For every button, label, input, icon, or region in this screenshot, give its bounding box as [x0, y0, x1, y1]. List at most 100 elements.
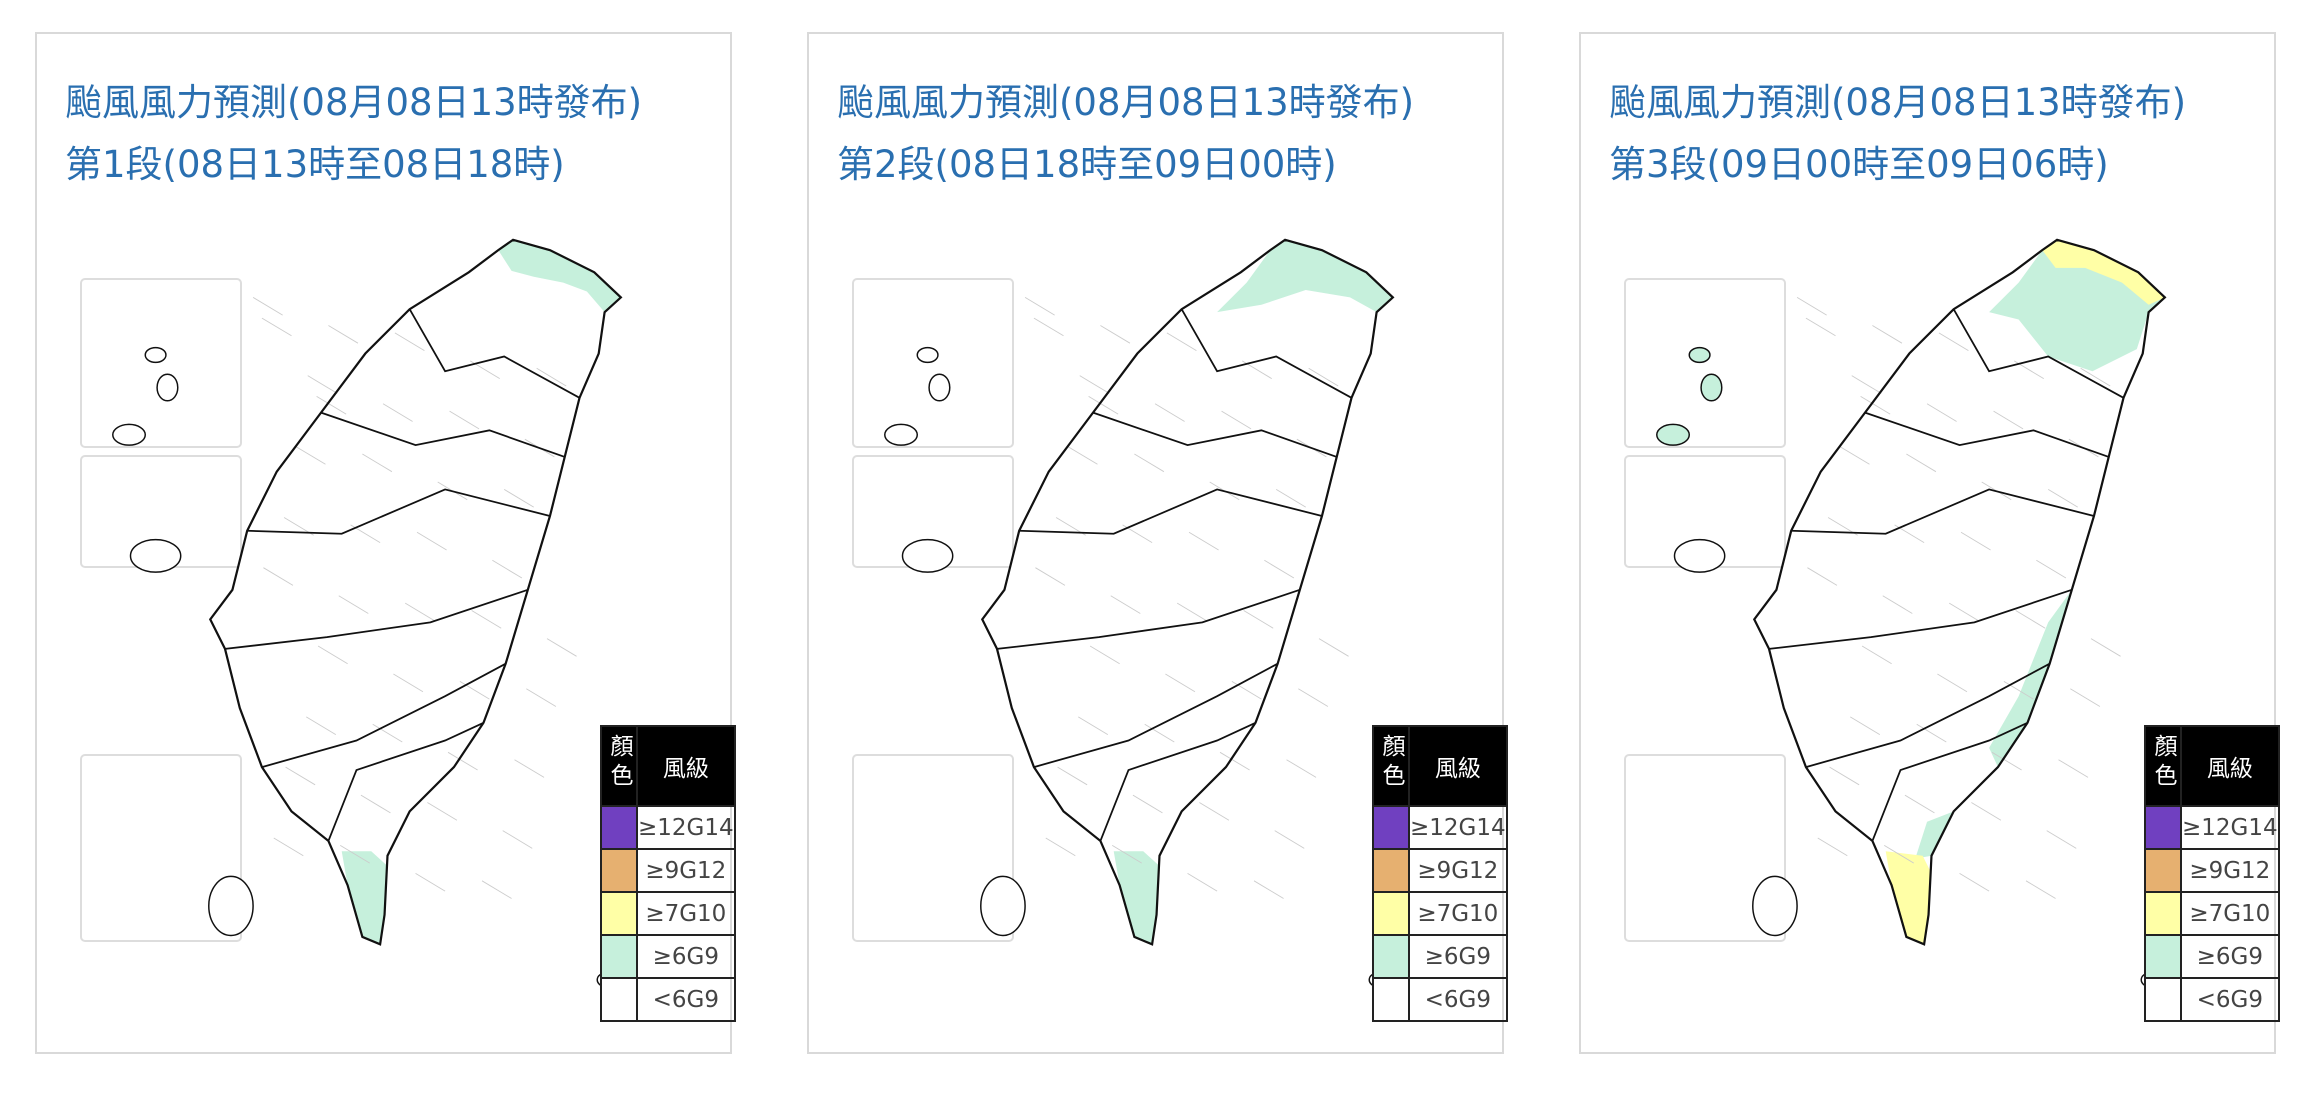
legend-swatch	[600, 977, 638, 1022]
forecast-panel: 颱風風力預測(08月08日13時發布) 第3段(09日00時至09日06時) 顏色風…	[1579, 32, 2280, 1054]
district-line	[1219, 751, 1250, 771]
county-border	[996, 589, 1301, 650]
legend-level: ≥9G12	[1408, 848, 1508, 893]
legend-header-cell: 顏色	[600, 725, 638, 807]
county-border	[1871, 721, 2028, 842]
islet	[1688, 346, 1711, 364]
district-line	[1916, 723, 1947, 743]
legend-header-cell: 顏色	[1372, 725, 1410, 807]
district-line	[1796, 297, 1827, 316]
district-line	[2025, 880, 2056, 899]
legend-level: ≥9G12	[636, 848, 736, 893]
inset-box	[1624, 278, 1786, 448]
district-line	[372, 723, 403, 743]
island-border	[208, 238, 623, 946]
legend-row: ≥9G12	[600, 848, 736, 893]
district-line	[1079, 375, 1110, 394]
district-line	[1872, 325, 1903, 344]
wind-area	[1915, 811, 1954, 859]
district-line	[362, 453, 393, 473]
district-line	[1938, 332, 1969, 351]
legend-swatch	[1372, 977, 1410, 1022]
district-line	[2070, 688, 2101, 707]
district-line	[1134, 453, 1165, 473]
legend-level: ≥12G14	[1408, 805, 1508, 850]
legend-row: <6G9	[2144, 977, 2280, 1022]
district-line	[471, 610, 502, 629]
legend-level: <6G9	[2180, 977, 2280, 1022]
map	[1624, 238, 2167, 988]
district-line	[1253, 880, 1284, 899]
district-line	[2015, 610, 2046, 629]
district-line	[2003, 681, 2034, 700]
islet	[129, 538, 182, 573]
legend-row: ≥12G14	[600, 805, 736, 850]
legend-level: ≥7G10	[1408, 891, 1508, 936]
island-outline	[982, 239, 1393, 945]
legend: 顏色 風級 ≥12G14 ≥9G12 ≥7G10 ≥6G9 <6G9	[1372, 725, 1508, 1022]
district-line	[1067, 446, 1098, 465]
legend-level: ≥6G9	[1408, 934, 1508, 979]
district-line	[1033, 317, 1064, 337]
district-line	[340, 844, 371, 864]
county-border	[261, 662, 507, 768]
islet	[1673, 538, 1726, 573]
district-line	[2080, 367, 2111, 387]
district-line	[546, 638, 577, 657]
islet	[112, 423, 147, 446]
legend-color-header: 顏色	[1378, 734, 1404, 792]
district-line	[1861, 645, 1892, 665]
district-line	[1264, 559, 1295, 579]
islet	[901, 538, 954, 573]
district-line	[2058, 759, 2089, 778]
district-line	[261, 317, 292, 337]
district-line	[503, 489, 534, 508]
district-line	[1860, 395, 1891, 415]
inset-box	[80, 278, 242, 448]
legend: 顏色 風級 ≥12G14 ≥9G12 ≥7G10 ≥6G9 <6G9	[2144, 725, 2280, 1022]
island-outline	[1754, 239, 2165, 945]
district-line	[1884, 844, 1915, 864]
wind-area	[1113, 851, 1160, 945]
panel-title: 颱風風力預測(08月08日13時發布)	[65, 81, 643, 124]
district-line	[1904, 794, 1935, 814]
district-line	[1850, 716, 1881, 735]
district-line	[1286, 759, 1317, 778]
legend-row: ≥6G9	[600, 934, 736, 979]
district-line	[1807, 567, 1838, 586]
legend-header-cell: 顏色	[2144, 725, 2182, 807]
district-line	[360, 794, 391, 814]
legend-level: ≥7G10	[2180, 891, 2280, 936]
panel-period: 第3段(09日00時至09日06時)	[1609, 143, 2109, 186]
district-line	[427, 802, 458, 821]
district-line	[481, 880, 512, 899]
district-line	[1165, 673, 1196, 693]
islet	[1656, 423, 1691, 446]
legend-row: ≥6G9	[1372, 934, 1508, 979]
panel-period: 第1段(08日13時至08日18時)	[65, 143, 565, 186]
district-line	[1188, 531, 1219, 551]
county-border	[1768, 589, 2073, 650]
district-line	[1221, 410, 1252, 430]
legend-row: ≥12G14	[2144, 805, 2280, 850]
district-line	[447, 751, 478, 771]
islet	[928, 373, 951, 402]
district-line	[1882, 595, 1913, 614]
district-line	[252, 297, 283, 316]
county-border	[1864, 411, 2110, 458]
district-line	[1926, 403, 1957, 422]
district-line	[2046, 830, 2077, 849]
district-line	[1275, 489, 1306, 508]
islet	[208, 875, 254, 937]
district-line	[1971, 802, 2002, 821]
district-line	[1960, 531, 1991, 551]
legend-row: ≥7G10	[2144, 891, 2280, 936]
taiwan	[884, 238, 1395, 988]
district-line	[1308, 367, 1339, 387]
panel-title: 颱風風力預測(08月08日13時發布)	[837, 81, 1415, 124]
legend-row: ≥12G14	[1372, 805, 1508, 850]
inset-box	[852, 278, 1014, 448]
legend-swatch	[600, 848, 638, 893]
legend-level-header: 風級	[1408, 725, 1508, 807]
